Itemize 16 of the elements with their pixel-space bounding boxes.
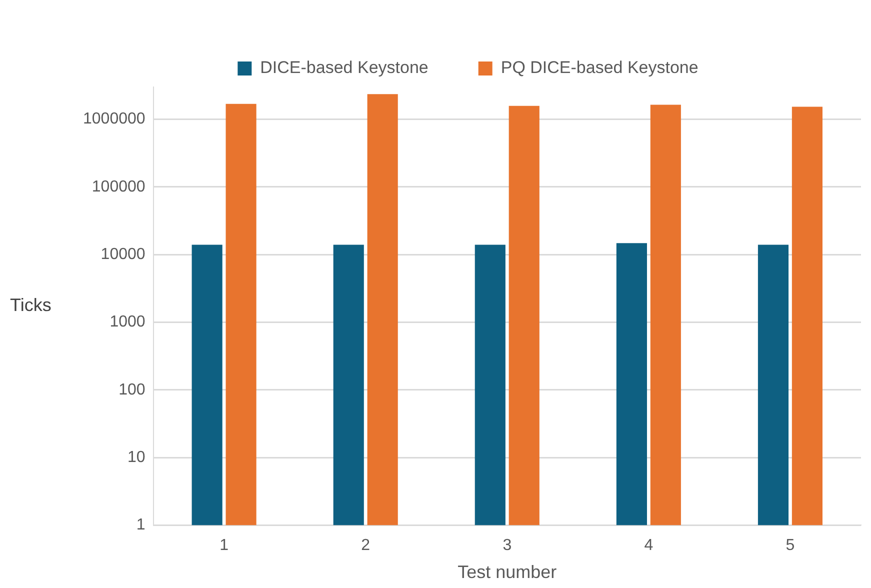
legend-label: DICE-based Keystone	[260, 58, 428, 78]
legend-label: PQ DICE-based Keystone	[500, 58, 698, 78]
y-tick-label: 100	[118, 381, 146, 398]
x-axis-title: Test number	[458, 562, 557, 582]
y-tick-label: 1000000	[82, 110, 146, 128]
y-tick-label: 10	[127, 448, 146, 466]
x-tick-label: 1	[220, 537, 229, 554]
x-tick-label: 2	[361, 537, 370, 554]
y-axis-title: Ticks	[10, 295, 52, 316]
y-tick-label: 1000	[110, 314, 146, 331]
y-tick-label: 1	[136, 516, 146, 534]
x-tick-label: 4	[644, 537, 654, 554]
x-tick-label: 5	[786, 537, 795, 554]
y-tick-label: 100000	[92, 178, 146, 196]
y-tick-label: 10000	[100, 246, 146, 263]
x-tick-label: 3	[502, 537, 512, 554]
